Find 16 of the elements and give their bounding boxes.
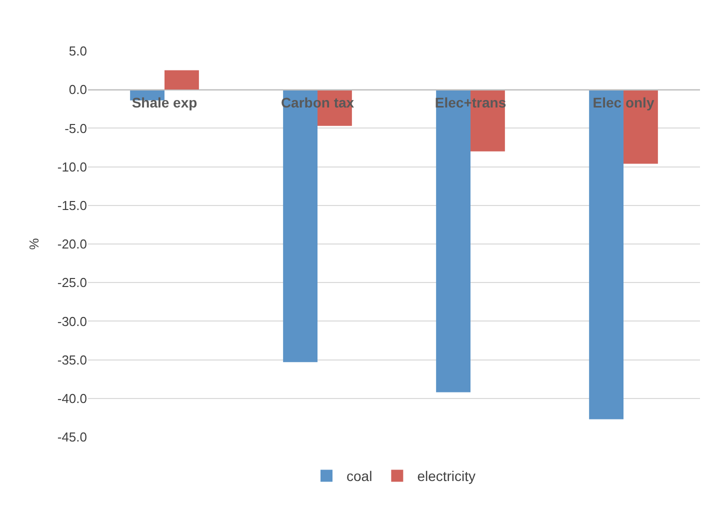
y-tick-label: 0.0 bbox=[68, 82, 87, 98]
x-tick-label: Elec+trans bbox=[434, 94, 506, 110]
legend-label: coal bbox=[346, 468, 372, 484]
y-axis-title: % bbox=[26, 238, 42, 250]
y-tick-label: -35.0 bbox=[57, 352, 87, 368]
y-tick-label: 5.0 bbox=[68, 44, 87, 59]
y-tick-label: -10.0 bbox=[57, 159, 87, 174]
y-tick-label: -5.0 bbox=[64, 120, 87, 136]
y-tick-label: -20.0 bbox=[57, 236, 87, 252]
y-tick-label: -15.0 bbox=[57, 198, 87, 213]
y-tick-label: -40.0 bbox=[57, 390, 87, 406]
x-tick-label: Elec only bbox=[592, 94, 654, 110]
y-tick-label: -30.0 bbox=[57, 314, 87, 329]
y-tick-label: -45.0 bbox=[57, 430, 87, 445]
legend-label: electricity bbox=[417, 468, 476, 484]
y-tick-label: -25.0 bbox=[57, 275, 87, 290]
